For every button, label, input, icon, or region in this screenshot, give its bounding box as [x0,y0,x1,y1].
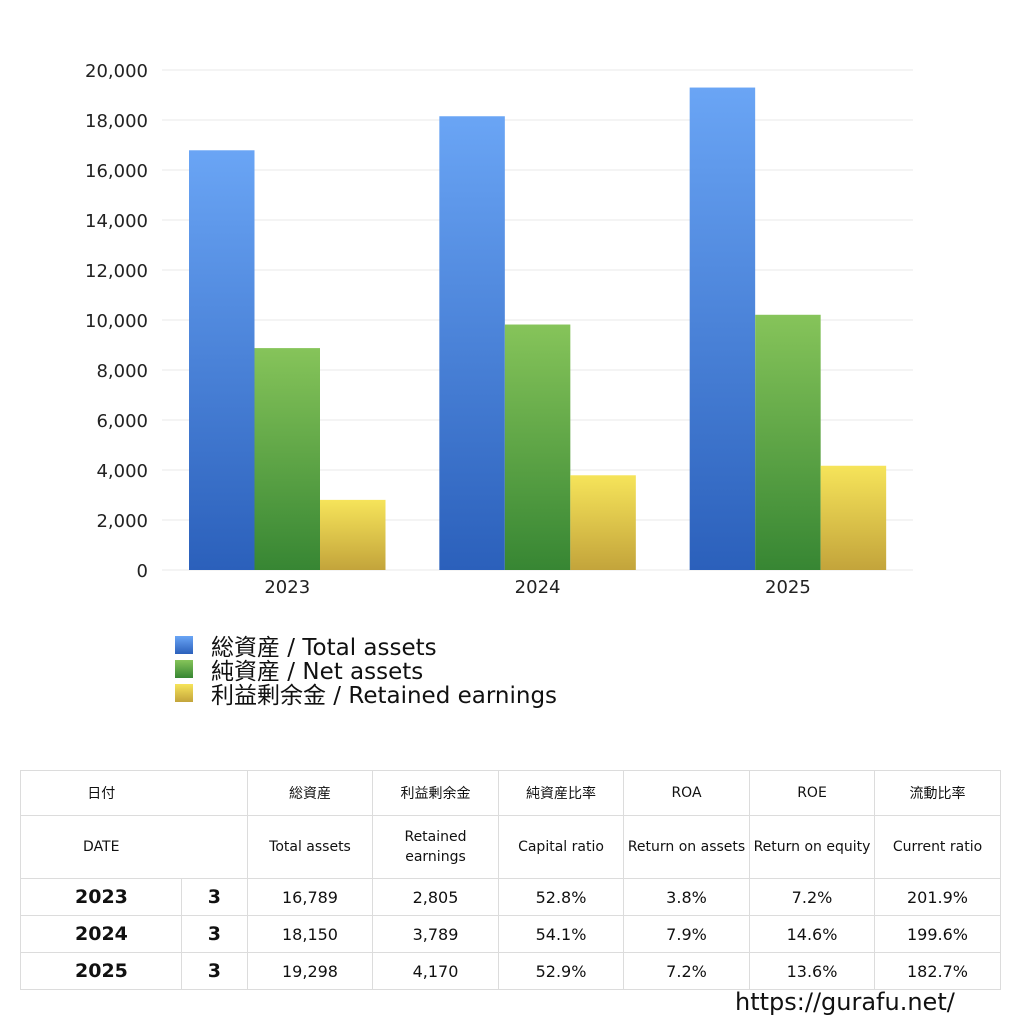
legend-item-total-assets: 総資産 / Total assets [175,633,557,661]
table-header-row-en: DATE Total assets Retained earnings Capi… [20,815,1001,879]
cell-capital-ratio: 52.9% [498,952,624,990]
cell-roa: 3.8% [623,878,750,916]
header-roa-en: Return on assets [623,815,750,879]
cell-retained-earnings: 2,805 [372,878,499,916]
cell-year: 2024 [20,915,182,953]
chart-axes: 0 2,000 4,000 6,000 8,000 10,000 12,000 14,000 1… [85,61,811,598]
cell-month: 3 [181,952,248,990]
cell-current-ratio: 201.9% [874,878,1001,916]
cell-capital-ratio: 54.1% [498,915,624,953]
legend-swatch-total-assets [175,636,193,654]
bar-2023-series-1 [254,348,320,570]
header-blank [181,770,248,816]
header-current-ratio-jp: 流動比率 [874,770,1001,816]
cell-retained-earnings: 4,170 [372,952,499,990]
header-date-en: DATE [20,815,182,879]
legend-label-net-assets: 純資産 / Net assets [211,659,424,685]
bar-2024-series-2 [570,475,636,570]
cell-current-ratio: 199.6% [874,915,1001,953]
y-tick-label: 20,000 [85,61,148,82]
x-tick-label: 2025 [765,577,811,598]
y-tick-label: 10,000 [85,311,148,332]
legend-item-retained-earnings: 利益剰余金 / Retained earnings [175,681,557,709]
cell-roa: 7.9% [623,915,750,953]
cell-total-assets: 18,150 [247,915,373,953]
chart-bars [189,87,887,571]
table-header-row-jp: 日付 総資産 利益剰余金 純資産比率 ROA ROE 流動比率 [20,770,1001,816]
y-tick-label: 14,000 [85,211,148,232]
legend-swatch-retained-earnings [175,684,193,702]
header-retained-earnings-en: Retained earnings [372,815,499,879]
cell-year: 2023 [20,878,182,916]
x-tick-label: 2023 [264,577,310,598]
y-tick-label: 4,000 [96,461,148,482]
header-date-jp: 日付 [20,770,182,816]
header-capital-ratio-en: Capital ratio [498,815,624,879]
y-tick-label: 0 [137,561,148,582]
cell-capital-ratio: 52.8% [498,878,624,916]
y-tick-label: 8,000 [96,361,148,382]
y-tick-label: 2,000 [96,511,148,532]
cell-month: 3 [181,878,248,916]
header-capital-ratio-jp: 純資産比率 [498,770,624,816]
header-blank [181,815,248,879]
bar-2024-series-0 [439,116,505,570]
cell-total-assets: 16,789 [247,878,373,916]
header-roe-jp: ROE [749,770,875,816]
bar-2025-series-2 [820,465,887,570]
bar-2025-series-0 [689,87,756,571]
cell-month: 3 [181,915,248,953]
x-tick-label: 2024 [515,577,561,598]
table-row: 2024 3 18,150 3,789 54.1% 7.9% 14.6% 199… [20,915,1001,953]
source-url: https://gurafu.net/ [735,988,955,1016]
header-current-ratio-en: Current ratio [874,815,1001,879]
y-tick-label: 12,000 [85,261,148,282]
y-tick-label: 16,000 [85,161,148,182]
cell-current-ratio: 182.7% [874,952,1001,990]
financial-summary-table: 日付 総資産 利益剰余金 純資産比率 ROA ROE 流動比率 DATE Tot… [20,770,1001,990]
cell-retained-earnings: 3,789 [372,915,499,953]
header-total-assets-en: Total assets [247,815,373,879]
legend-item-net-assets: 純資産 / Net assets [175,657,557,685]
header-total-assets-jp: 総資産 [247,770,373,816]
chart-legend: 総資産 / Total assets 純資産 / Net assets 利益剰余… [175,633,557,709]
cell-year: 2025 [20,952,182,990]
table-row: 2023 3 16,789 2,805 52.8% 3.8% 7.2% 201.… [20,878,1001,916]
header-retained-earnings-jp: 利益剰余金 [372,770,499,816]
cell-roa: 7.2% [623,952,750,990]
bar-2025-series-1 [755,314,821,570]
legend-label-retained-earnings: 利益剰余金 / Retained earnings [211,683,558,709]
header-roa-jp: ROA [623,770,750,816]
bar-2023-series-0 [189,150,255,570]
cell-total-assets: 19,298 [247,952,373,990]
legend-swatch-net-assets [175,660,193,678]
bar-2023-series-2 [320,499,386,570]
bar-chart: 0 2,000 4,000 6,000 8,000 10,000 12,000 14,000 1… [85,61,913,598]
cell-roe: 14.6% [749,915,875,953]
header-roe-en: Return on equity [749,815,875,879]
cell-roe: 13.6% [749,952,875,990]
cell-roe: 7.2% [749,878,875,916]
bar-2024-series-1 [504,324,571,570]
legend-label-total-assets: 総資産 / Total assets [211,635,437,661]
y-tick-label: 18,000 [85,111,148,132]
y-tick-label: 6,000 [96,411,148,432]
table-row: 2025 3 19,298 4,170 52.9% 7.2% 13.6% 182… [20,952,1001,990]
